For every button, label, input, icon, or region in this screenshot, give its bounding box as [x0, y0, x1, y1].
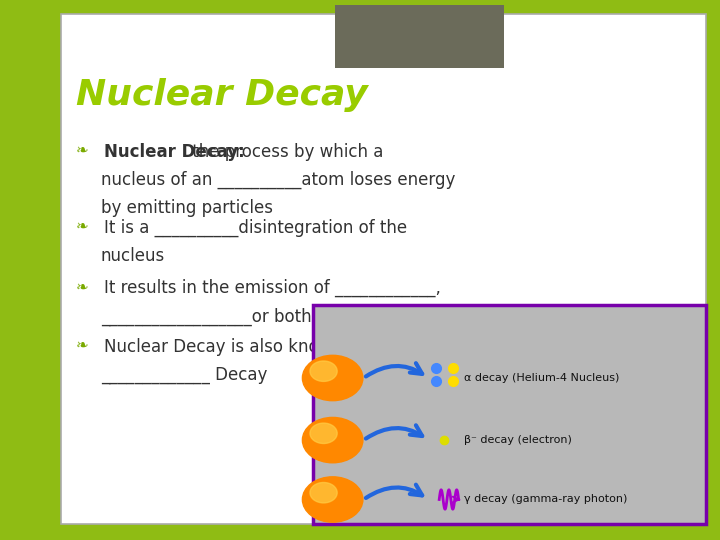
FancyBboxPatch shape — [313, 305, 706, 524]
Text: ❧: ❧ — [76, 338, 89, 353]
Text: Nuclear Decay: Nuclear Decay — [76, 78, 367, 112]
Text: ❧: ❧ — [76, 279, 89, 294]
Text: α decay (Helium-4 Nucleus): α decay (Helium-4 Nucleus) — [464, 373, 620, 383]
Text: ❧: ❧ — [76, 143, 89, 158]
Text: Nuclear Decay is also known as: Nuclear Decay is also known as — [104, 338, 367, 355]
Circle shape — [310, 423, 337, 443]
Text: β⁻ decay (electron): β⁻ decay (electron) — [464, 435, 572, 445]
Text: by emitting particles: by emitting particles — [101, 199, 273, 217]
FancyBboxPatch shape — [61, 14, 706, 524]
Text: γ decay (gamma-ray photon): γ decay (gamma-ray photon) — [464, 495, 628, 504]
Text: It is a __________disintegration of the: It is a __________disintegration of the — [104, 219, 408, 237]
Text: It results in the emission of ____________,: It results in the emission of __________… — [104, 279, 441, 298]
Text: __________________or both: __________________or both — [101, 307, 312, 326]
Circle shape — [302, 477, 363, 522]
Text: ❧: ❧ — [76, 219, 89, 234]
Circle shape — [302, 355, 363, 401]
FancyBboxPatch shape — [335, 5, 504, 68]
Text: _____________ Decay: _____________ Decay — [101, 366, 267, 383]
Circle shape — [310, 361, 337, 381]
Circle shape — [310, 483, 337, 503]
Text: Nuclear Decay:: Nuclear Decay: — [104, 143, 245, 161]
Text: the process by which a: the process by which a — [187, 143, 384, 161]
Circle shape — [302, 417, 363, 463]
Text: nucleus: nucleus — [101, 247, 165, 265]
Text: nucleus of an __________atom loses energy: nucleus of an __________atom loses energ… — [101, 171, 455, 190]
